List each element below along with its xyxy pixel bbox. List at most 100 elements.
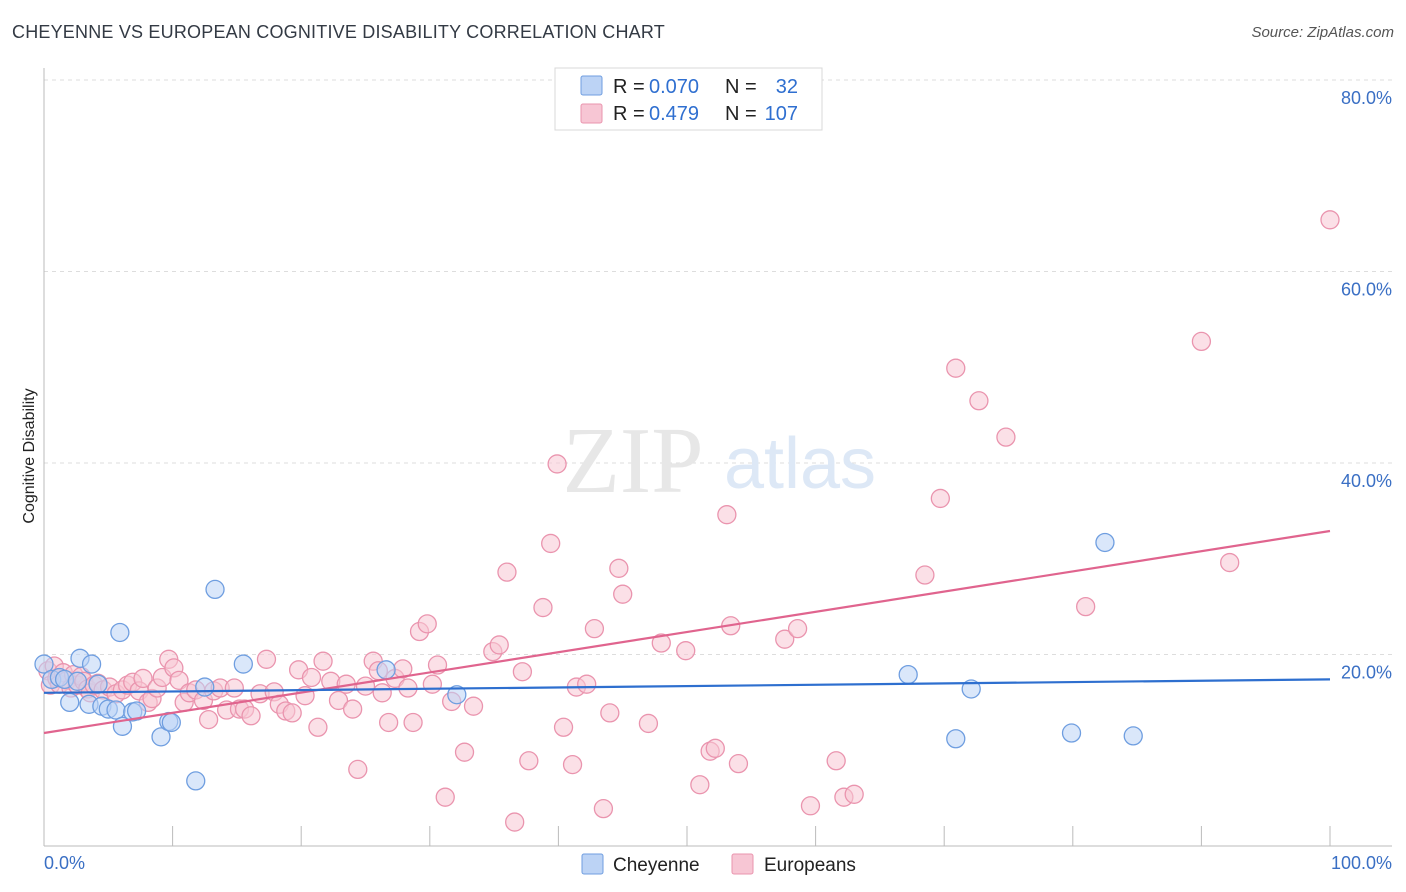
europeans-point: [313, 651, 333, 671]
x-tick-label-min: 0.0%: [44, 853, 85, 873]
europeans-point: [417, 614, 437, 634]
europeans-point: [728, 754, 749, 774]
europeans-point: [301, 667, 322, 688]
bottom-legend-label-europeans: Europeans: [764, 855, 856, 876]
europeans-point: [915, 565, 935, 585]
europeans-point: [676, 641, 696, 661]
europeans-point: [1220, 552, 1240, 573]
europeans-point: [1191, 331, 1212, 352]
europeans-point: [497, 562, 517, 582]
europeans-point: [342, 699, 363, 719]
europeans-point: [512, 662, 533, 682]
cheyenne-point: [67, 671, 88, 691]
source-label: Source: ZipAtlas.com: [1251, 24, 1394, 41]
y-axis-title: Cognitive Disability: [21, 388, 38, 523]
y-tick-label-20: 20.0%: [1341, 663, 1392, 683]
europeans-point: [553, 717, 574, 737]
legend-n-label-cheyenne: N =: [725, 76, 757, 98]
cheyenne-point: [205, 579, 225, 600]
europeans-point: [372, 683, 392, 703]
watermark-atlas: atlas: [724, 424, 876, 504]
europeans-point: [489, 635, 509, 655]
cheyenne-point: [376, 660, 396, 680]
europeans-point: [348, 759, 368, 780]
y-tick-label-80: 80.0%: [1341, 88, 1392, 108]
europeans-point: [198, 709, 219, 730]
europeans-point: [133, 668, 153, 689]
cheyenne-point: [195, 677, 215, 697]
cheyenne-point: [961, 679, 981, 699]
europeans-point: [454, 742, 475, 762]
bottom-legend-swatch-europeans: [731, 853, 754, 875]
legend-r-label-cheyenne: R =: [613, 76, 645, 98]
europeans-point: [169, 670, 189, 691]
europeans-point: [705, 738, 725, 758]
europeans-point: [403, 712, 423, 733]
europeans-point: [996, 427, 1016, 447]
europeans-point: [422, 674, 443, 694]
europeans-point: [378, 712, 399, 733]
europeans-point: [547, 454, 567, 474]
cheyenne-point: [1095, 532, 1115, 553]
europeans-point: [593, 799, 614, 819]
europeans-point: [505, 812, 525, 832]
europeans-point: [562, 754, 583, 775]
cheyenne-trendline: [43, 678, 1331, 694]
europeans-point: [584, 618, 605, 639]
legend: R = 0.070 N = 32 R = 0.479 N = 107: [554, 67, 823, 131]
cheyenne-point: [1123, 726, 1143, 746]
europeans-point: [541, 533, 561, 554]
legend-n-value-cheyenne: 32: [776, 76, 798, 98]
watermark-zip: ZIP: [563, 409, 704, 513]
europeans-point: [463, 696, 484, 716]
europeans-point: [844, 784, 864, 804]
europeans-point: [946, 358, 966, 378]
europeans-point: [613, 584, 633, 604]
cheyenne-point: [898, 664, 918, 685]
legend-r-label-europeans: R =: [613, 103, 645, 125]
cheyenne-point: [233, 654, 253, 674]
legend-swatch-europeans: [580, 103, 603, 124]
europeans-point: [787, 618, 808, 639]
cheyenne-point: [1061, 723, 1082, 743]
europeans-point: [775, 629, 795, 649]
europeans-point: [577, 674, 597, 694]
cheyenne-point: [126, 701, 147, 721]
bottom-legend-label-cheyenne: Cheyenne: [613, 855, 700, 876]
europeans-point: [355, 676, 376, 696]
cheyenne-points: [34, 532, 1143, 791]
x-axis-ticks: [172, 826, 1331, 846]
legend-swatch-cheyenne: [580, 75, 603, 96]
x-tick-label-max: 100.0%: [1331, 853, 1392, 873]
europeans-point: [717, 505, 737, 525]
europeans-point: [328, 690, 349, 711]
europeans-point: [1320, 210, 1340, 230]
europeans-point: [241, 706, 261, 726]
cheyenne-point: [186, 771, 206, 791]
cheyenne-point: [106, 700, 126, 720]
gridlines: [44, 79, 1392, 655]
legend-n-value-europeans: 107: [765, 103, 798, 125]
europeans-point: [224, 678, 244, 698]
europeans-point: [519, 751, 539, 771]
europeans-points: [38, 210, 1340, 832]
europeans-point: [308, 717, 328, 737]
europeans-point: [282, 703, 302, 723]
europeans-point: [638, 713, 659, 734]
cheyenne-point: [946, 729, 966, 749]
bottom-legend: Cheyenne Europeans: [581, 853, 856, 876]
europeans-point: [1076, 596, 1096, 617]
europeans-point: [930, 488, 950, 509]
y-tick-label-60: 60.0%: [1341, 280, 1392, 300]
europeans-point: [651, 633, 671, 653]
cheyenne-point: [110, 622, 130, 643]
cheyenne-point: [60, 692, 80, 713]
y-tick-label-40: 40.0%: [1341, 471, 1392, 491]
y-tick-labels: 20.0% 40.0% 60.0% 80.0%: [1341, 88, 1392, 683]
trendlines: [43, 529, 1331, 735]
legend-r-value-europeans: 0.479: [649, 103, 699, 125]
europeans-point: [435, 787, 455, 807]
cheyenne-point: [34, 654, 54, 674]
cheyenne-point: [447, 685, 467, 705]
